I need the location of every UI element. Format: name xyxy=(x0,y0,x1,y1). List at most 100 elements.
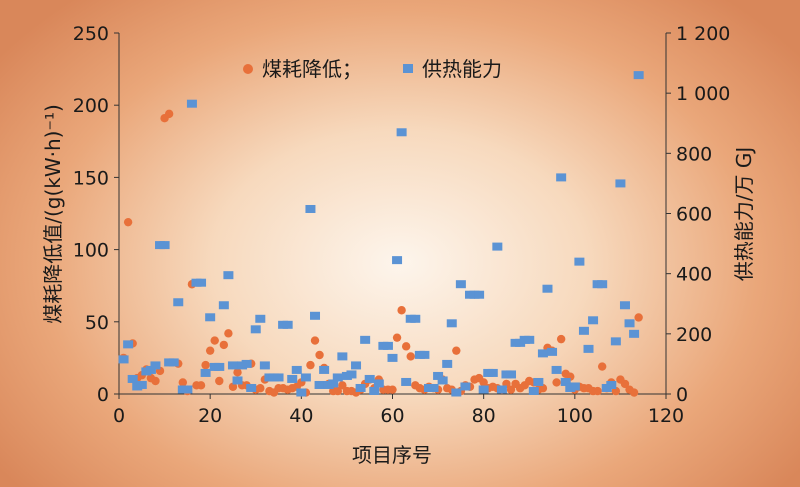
heating-capacity-point xyxy=(255,314,266,323)
heating-capacity-point xyxy=(410,314,421,323)
heating-capacity-point xyxy=(597,280,608,289)
coal-reduction-point xyxy=(479,378,488,387)
coal-reduction-point xyxy=(597,362,607,371)
x-tick-label: 80 xyxy=(472,405,496,427)
heating-capacity-point xyxy=(487,368,498,377)
heating-capacity-point xyxy=(246,383,257,392)
coal-reduction-point xyxy=(397,306,406,315)
heating-capacity-point xyxy=(455,280,466,289)
heating-capacity-point xyxy=(186,99,197,108)
coal-reduction-point xyxy=(556,334,566,344)
heating-capacity-point xyxy=(291,365,302,374)
left-y-tick-label: 50 xyxy=(85,312,109,334)
heating-capacity-point xyxy=(373,379,384,388)
right-axis-title: 供热能力/万 GJ xyxy=(732,147,756,282)
heating-capacity-point xyxy=(196,278,207,287)
heating-capacity-point xyxy=(419,350,430,359)
right-y-ticks: 0 200 400 600 800 1 000 1 200 xyxy=(666,23,730,406)
heating-capacity-point xyxy=(346,370,357,379)
coal-reduction-point xyxy=(224,329,233,338)
heating-capacity-point xyxy=(182,385,193,394)
coal-reduction-point xyxy=(219,340,229,350)
heating-capacity-point xyxy=(319,365,330,374)
heating-capacity-point xyxy=(173,298,184,307)
legend-marker-coal xyxy=(243,64,253,74)
heating-capacity-point xyxy=(560,377,571,386)
coal-reduction-point xyxy=(256,384,265,393)
right-y-tick-label: 1 200 xyxy=(676,23,730,45)
heating-capacity-point xyxy=(428,383,439,392)
right-y-tick-label: 600 xyxy=(676,204,712,226)
heating-capacity-point xyxy=(492,242,503,251)
left-y-tick-label: 0 xyxy=(97,384,109,406)
legend: 煤耗降低； 供热能力 xyxy=(243,57,502,81)
left-y-tick-label: 150 xyxy=(73,167,109,189)
heating-capacity-point xyxy=(624,319,635,328)
heating-capacity-point xyxy=(547,347,558,356)
heating-capacity-point xyxy=(150,361,161,370)
coal-reduction-point xyxy=(388,385,397,394)
heating-capacity-point xyxy=(332,373,343,382)
heating-capacity-point xyxy=(478,385,489,394)
heating-capacity-point xyxy=(351,361,362,370)
heating-capacity-point xyxy=(355,383,366,392)
heating-capacity-point xyxy=(460,382,471,391)
heating-capacity-point xyxy=(569,382,580,391)
heating-capacity-point xyxy=(451,388,462,397)
heating-capacity-point xyxy=(337,352,348,361)
left-y-tick-label: 100 xyxy=(73,240,109,262)
legend-marker-heat xyxy=(403,64,413,73)
x-axis-title: 项目序号 xyxy=(352,443,432,467)
coal-reduction-point xyxy=(315,350,324,360)
heating-capacity-point xyxy=(214,362,225,371)
heating-capacity-point xyxy=(606,380,617,389)
legend-label-heat: 供热能力 xyxy=(422,57,502,81)
coal-reduction-point xyxy=(401,342,411,351)
coal-reduction-point xyxy=(629,388,639,397)
heating-capacity-point xyxy=(537,349,548,358)
right-y-tick-label: 200 xyxy=(676,324,712,346)
heating-capacity-point xyxy=(401,377,412,386)
coal-reduction-point xyxy=(620,379,630,389)
coal-reduction-point xyxy=(306,360,315,370)
heating-capacity-point xyxy=(382,341,393,350)
heating-capacity-point xyxy=(282,320,293,329)
heating-capacity-point xyxy=(200,368,211,377)
coal-reduction-point xyxy=(196,381,206,390)
coal-reduction-point xyxy=(178,378,188,387)
heating-capacity-point xyxy=(250,325,261,334)
heating-capacity-point xyxy=(633,71,644,80)
coal-reduction-point xyxy=(205,346,215,355)
heating-capacity-point xyxy=(159,241,170,250)
heating-capacity-point xyxy=(524,335,535,344)
coal-reduction-point xyxy=(634,313,643,322)
heating-capacity-point xyxy=(305,204,316,213)
coal-reduction-point xyxy=(215,376,224,386)
right-y-tick-label: 800 xyxy=(676,143,712,165)
heating-capacity-point xyxy=(227,361,238,370)
x-tick-label: 20 xyxy=(198,405,222,427)
heating-capacity-point xyxy=(533,377,544,386)
heating-capacity-point xyxy=(506,370,517,379)
heating-capacity-point xyxy=(588,316,599,325)
right-y-tick-label: 400 xyxy=(676,264,712,286)
heating-capacity-point xyxy=(287,374,298,383)
heating-capacity-point xyxy=(205,313,216,322)
coal-reduction-point xyxy=(151,376,160,386)
heating-capacity-point xyxy=(578,326,589,335)
coal-reduction-point xyxy=(506,385,516,394)
coal-reduction-point xyxy=(123,217,133,227)
heating-capacity-point xyxy=(474,290,485,299)
heating-capacity-point xyxy=(396,128,407,137)
coal-reduction-point xyxy=(333,386,342,396)
coal-reduction-point xyxy=(392,333,402,342)
x-tick-label: 40 xyxy=(289,405,313,427)
heating-capacity-point xyxy=(629,329,640,338)
coal-reduction-point xyxy=(201,360,210,370)
coal-reduction-point xyxy=(228,382,238,391)
heating-capacity-point xyxy=(168,358,179,367)
coal-reduction-series xyxy=(119,109,643,397)
heating-capacity-point xyxy=(360,335,371,344)
heating-capacity-point xyxy=(528,386,539,395)
